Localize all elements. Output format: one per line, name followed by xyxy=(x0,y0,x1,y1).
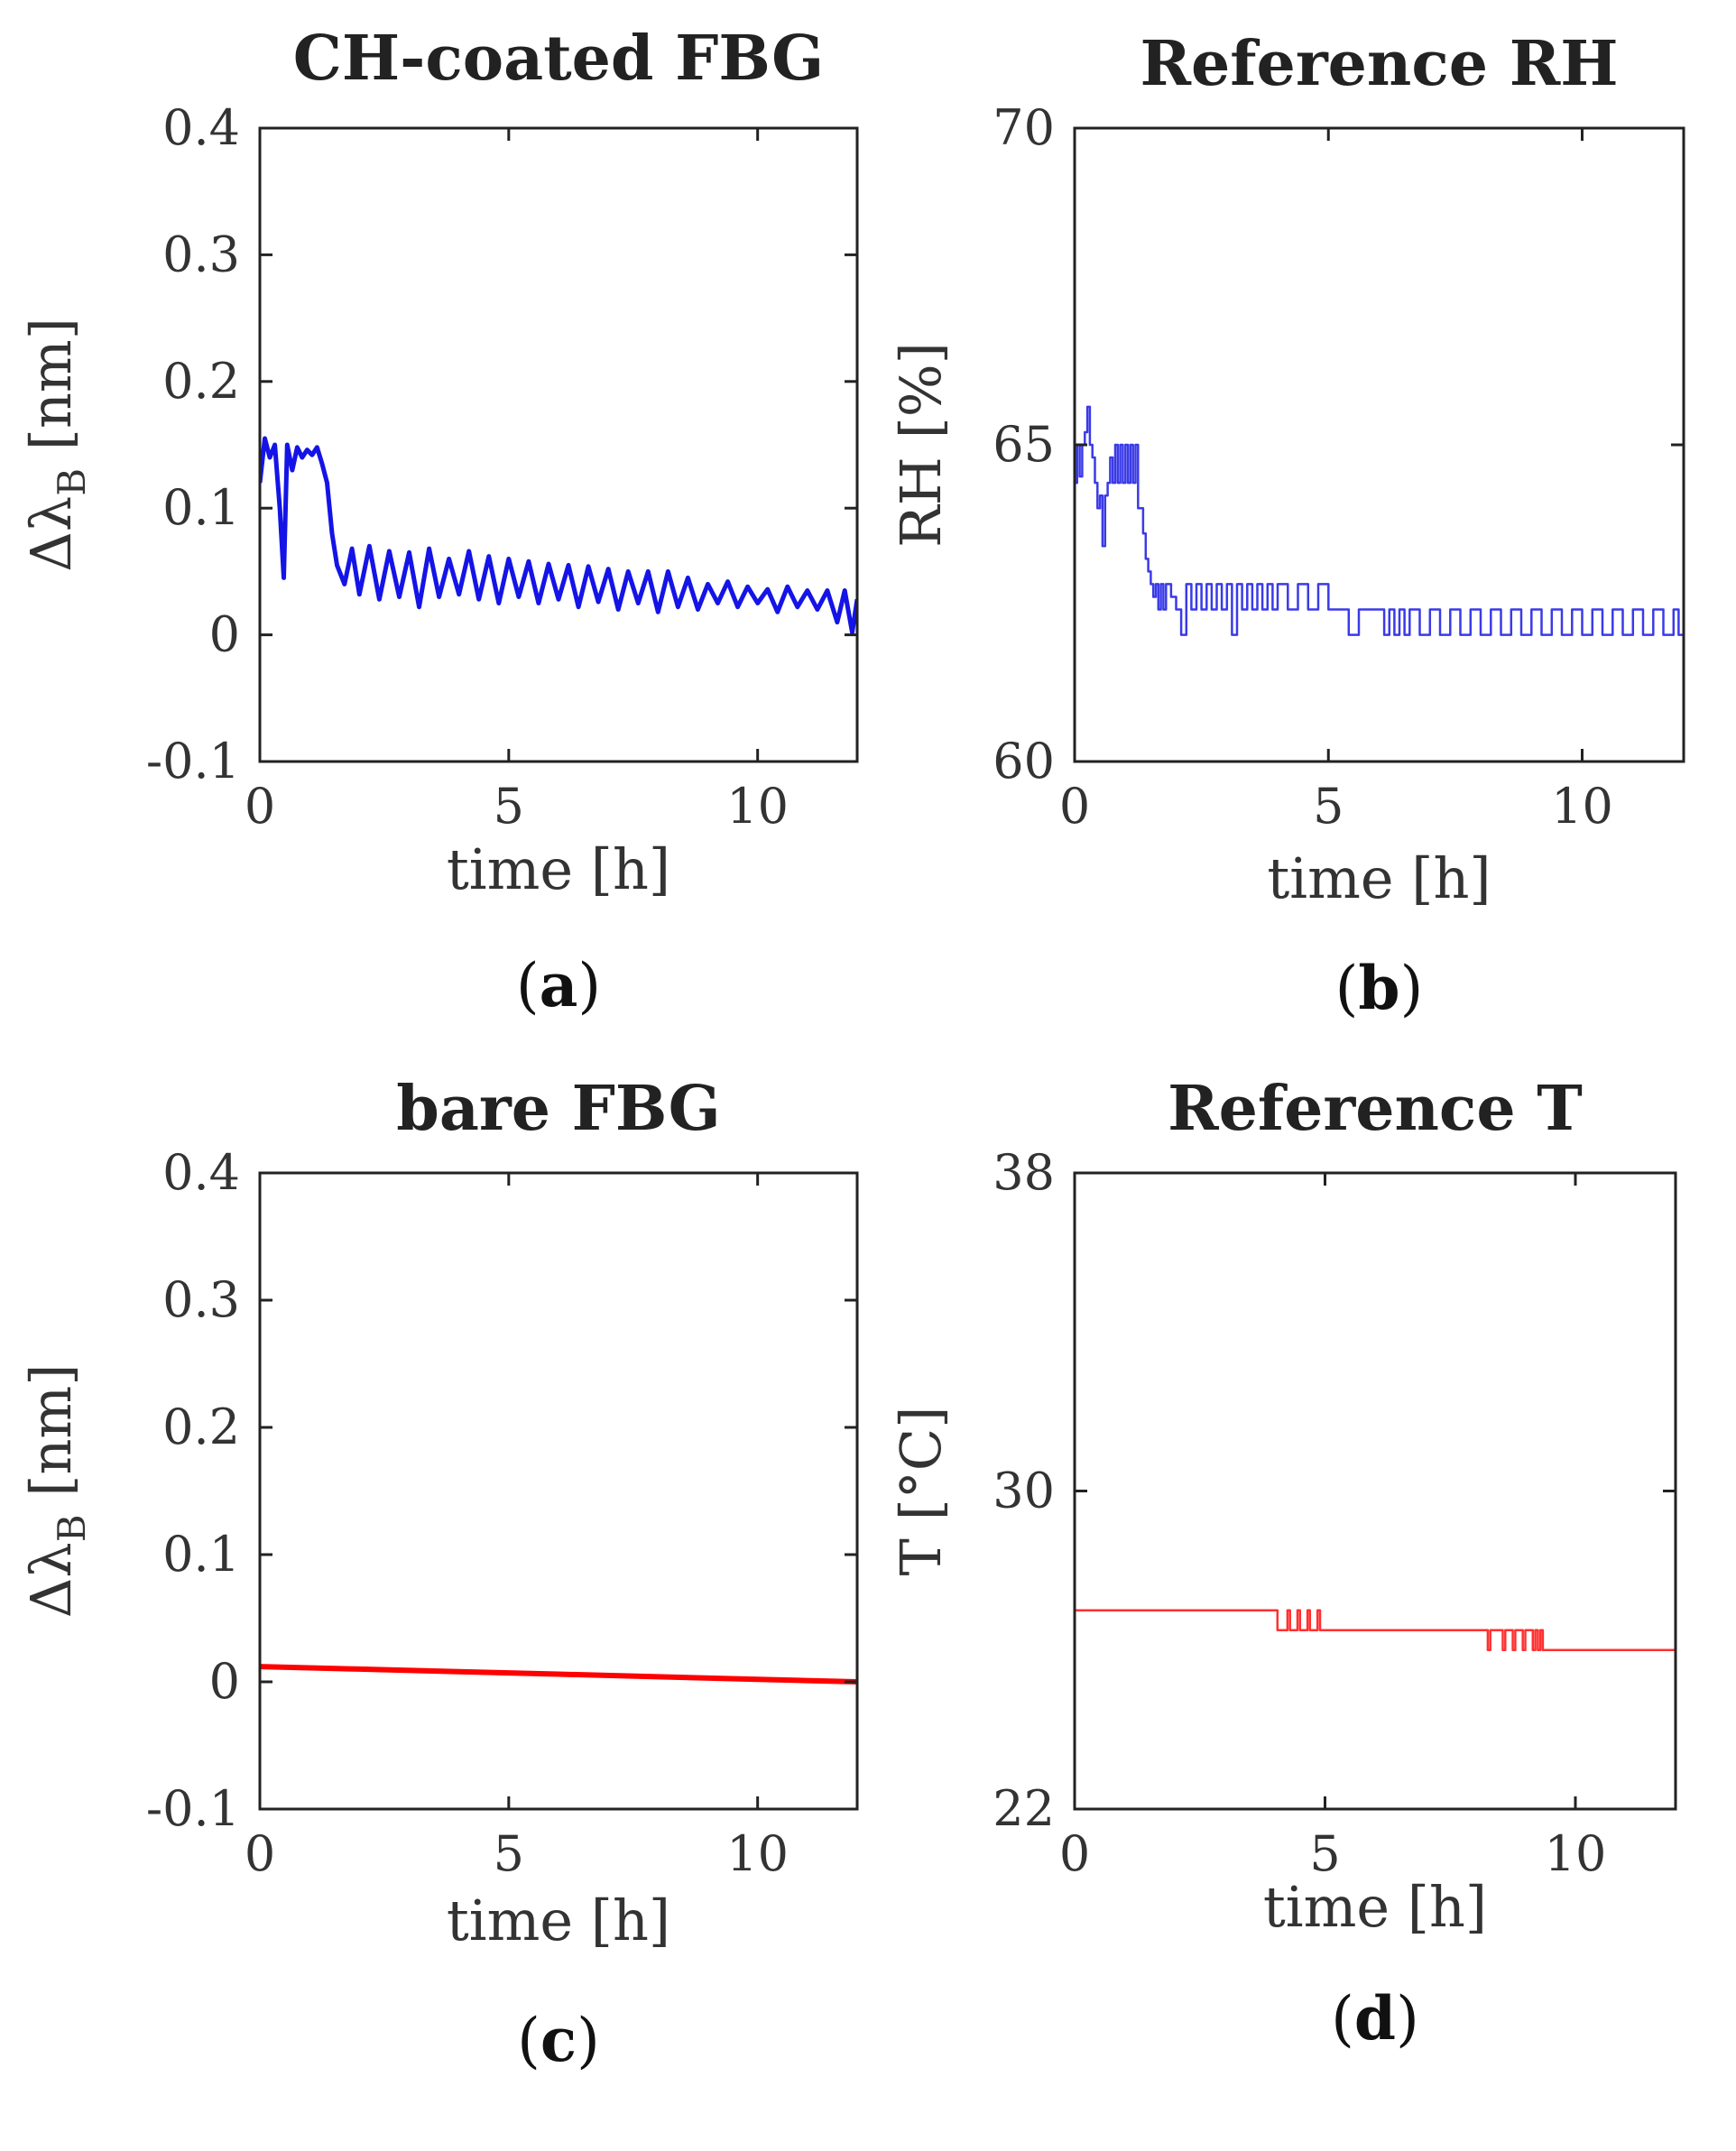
plot-frame xyxy=(1075,128,1684,762)
plot-frame xyxy=(260,1173,857,1809)
x-axis-label: time [h] xyxy=(1263,1874,1487,1940)
chart-title: bare FBG xyxy=(396,1073,720,1145)
series-line-1 xyxy=(1075,1611,1676,1650)
y-axis-label: ΔλB [nm] xyxy=(18,1364,94,1619)
y-axis-label-main: Δλ xyxy=(18,496,84,572)
x-tick-label: 5 xyxy=(494,1825,524,1882)
y-axis-label-unit: [nm] xyxy=(18,1364,84,1515)
panel-letter: c xyxy=(540,2005,577,2075)
panel-label: (c) xyxy=(517,2005,600,2075)
x-axis-label: time [h] xyxy=(447,1888,670,1953)
y-axis-label-main: Δλ xyxy=(18,1542,84,1618)
chart-title: CH-coated FBG xyxy=(293,23,824,95)
y-tick-label: 65 xyxy=(993,416,1055,473)
plot-frame xyxy=(260,128,857,762)
x-tick-label: 5 xyxy=(494,778,524,835)
panel-label: (d) xyxy=(1331,1983,1419,2054)
y-tick-label: 0.3 xyxy=(162,1271,240,1328)
y-axis-label-subscript: B xyxy=(50,1514,94,1542)
series-line-1 xyxy=(1075,407,1684,635)
x-tick-label: 10 xyxy=(726,1825,789,1882)
y-tick-label: 22 xyxy=(993,1780,1055,1837)
chart-panel-b: Reference RH 0 5 10 60 65 70 time [h] RH [%] (b) xyxy=(888,28,1684,1023)
y-axis-label-main: RH [%] xyxy=(888,342,954,548)
x-tick-label: 10 xyxy=(1551,778,1613,835)
y-axis-label: ΔλB [nm] xyxy=(18,318,94,572)
y-axis-label-main: T [°C] xyxy=(888,1407,954,1576)
y-tick-label: -0.1 xyxy=(146,733,240,789)
y-tick-label: 30 xyxy=(993,1463,1055,1519)
chart-title: Reference RH xyxy=(1140,28,1619,100)
chart-panel-d: Reference T0510223038time [h]T [°C](d) xyxy=(888,1073,1676,2054)
panel-letter: a xyxy=(540,950,578,1020)
x-tick-label: 0 xyxy=(1059,778,1090,835)
chart-panel-a: CH-coated FBG0510-0.100.10.20.30.4time [… xyxy=(18,23,857,1020)
y-tick-label: -0.1 xyxy=(146,1780,240,1837)
x-axis-label: time [h] xyxy=(447,836,670,902)
y-tick-label: 0.2 xyxy=(162,353,240,410)
y-tick-label: 0.2 xyxy=(162,1399,240,1455)
y-tick-label: 70 xyxy=(993,99,1055,156)
y-tick-label: 0.4 xyxy=(162,1144,240,1201)
y-axis-label-unit: [nm] xyxy=(18,318,84,468)
y-tick-label: 0.3 xyxy=(162,226,240,282)
x-tick-label: 10 xyxy=(1545,1825,1607,1882)
x-tick-label: 5 xyxy=(1313,778,1344,835)
panel-label: (b) xyxy=(1335,953,1424,1023)
x-tick-label: 0 xyxy=(245,1825,275,1882)
series-line-1 xyxy=(260,1666,857,1682)
y-tick-label: 60 xyxy=(993,733,1055,789)
figure: CH-coated FBG0510-0.100.10.20.30.4time [… xyxy=(0,0,1736,2151)
x-tick-label: 0 xyxy=(1059,1825,1090,1882)
y-tick-label: 0.4 xyxy=(162,99,240,156)
panel-label: (a) xyxy=(516,950,601,1020)
y-tick-label: 0.1 xyxy=(162,479,240,536)
y-tick-label: 0 xyxy=(209,606,240,663)
y-tick-label: 0.1 xyxy=(162,1526,240,1583)
x-tick-label: 10 xyxy=(726,778,789,835)
y-axis-label: T [°C] xyxy=(888,1407,954,1576)
panel-letter: d xyxy=(1354,1983,1396,2054)
chart-title: Reference T xyxy=(1168,1073,1583,1145)
chart-panel-c: bare FBG0510-0.100.10.20.30.4time [h]ΔλB… xyxy=(18,1073,857,2075)
x-tick-label: 0 xyxy=(245,778,275,835)
y-tick-label: 0 xyxy=(209,1653,240,1710)
x-axis-label: time [h] xyxy=(1267,845,1491,911)
y-tick-label: 38 xyxy=(993,1144,1055,1201)
series-line-1 xyxy=(260,439,857,632)
y-axis-label: RH [%] xyxy=(888,342,954,548)
plot-frame xyxy=(1075,1173,1676,1809)
panel-letter: b xyxy=(1358,953,1399,1023)
y-axis-label-subscript: B xyxy=(50,468,94,496)
